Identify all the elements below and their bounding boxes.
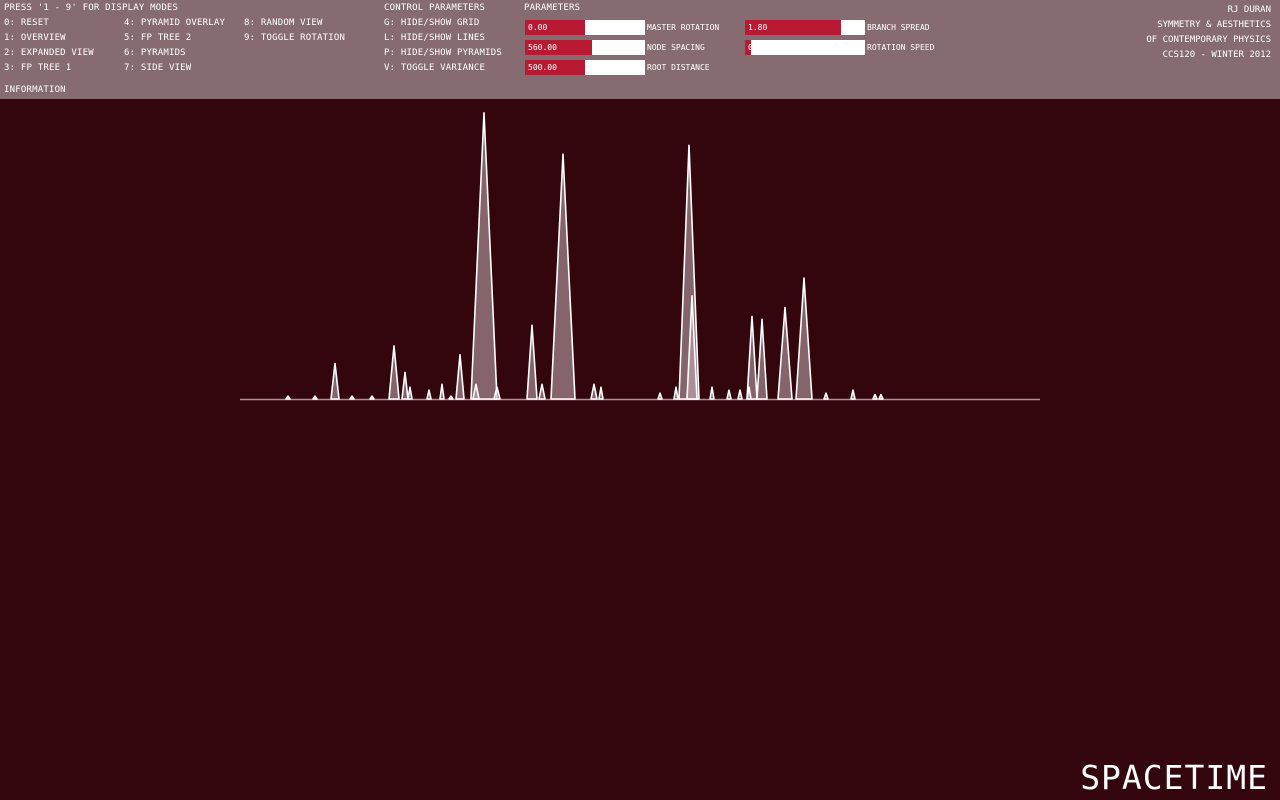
control-parameters-heading: CONTROL PARAMETERS [384,3,486,13]
mode-reset[interactable]: 0: RESET [4,18,49,28]
node-spike [426,389,432,400]
spacetime-visualization[interactable] [0,99,1280,800]
node-spacing-slider[interactable]: 560.00 [525,40,645,55]
node-spike [746,386,752,400]
slider-fill [745,40,751,55]
master-rotation-slider[interactable]: 0.00 [525,20,645,35]
node-spike [756,318,768,400]
node-spike [590,383,598,400]
node-spike [746,315,758,400]
slider-fill [525,60,585,75]
node-spike [598,386,604,400]
node-spike [550,153,576,400]
information-link[interactable]: INFORMATION [4,85,66,95]
root-distance-slider[interactable]: 500.00 [525,60,645,75]
brand-title: SPACETIME [1080,758,1268,797]
node-spike [401,371,409,400]
node-spike [686,294,698,400]
slider-value: 0 [748,43,753,52]
node-spike [330,362,340,400]
credit-term: CCS120 - WINTER 2012 [1162,50,1271,60]
slider-value: 500.00 [528,63,557,72]
control-grid-toggle[interactable]: G: HIDE/SHOW GRID [384,18,480,28]
control-pyramids-toggle[interactable]: P: HIDE/SHOW PYRAMIDS [384,48,502,58]
node-spike [657,392,663,400]
mode-pyramid-overlay[interactable]: 4: PYRAMID OVERLAY [124,18,226,28]
mode-overview[interactable]: 1: OVERVIEW [4,33,66,43]
control-lines-toggle[interactable]: L: HIDE/SHOW LINES [384,33,486,43]
node-spike [388,345,400,400]
slider-fill [525,20,585,35]
control-panel: PRESS '1 - 9' FOR DISPLAY MODES 0: RESET… [0,0,1280,99]
mode-pyramids[interactable]: 6: PYRAMIDS [124,48,186,58]
mode-expanded-view[interactable]: 2: EXPANDED VIEW [4,48,94,58]
credits: RJ DURAN SYMMETRY & AESTHETICS OF CONTEM… [1146,3,1271,63]
node-spike [439,383,445,400]
node-spike [726,389,732,400]
node-spike [493,386,501,400]
node-spike [470,112,498,400]
node-spike [448,395,454,400]
node-spike [673,386,679,400]
node-spike [850,389,856,400]
node-spike [823,392,829,400]
node-spike [709,386,715,400]
node-spike [872,393,878,400]
credit-course-subtitle: OF CONTEMPORARY PHYSICS [1146,35,1271,45]
slider-fill [525,40,593,55]
branch-spread-label: BRANCH SPREAD [867,23,930,32]
node-spike [369,395,375,400]
slider-fill [745,20,841,35]
node-spike [737,389,743,400]
node-spike [795,277,813,400]
mode-random-view[interactable]: 8: RANDOM VIEW [244,18,323,28]
mode-side-view[interactable]: 7: SIDE VIEW [124,63,192,73]
rotation-speed-slider[interactable]: 0 [745,40,865,55]
slider-value: 0.00 [528,23,548,32]
node-spacing-label: NODE SPACING [647,43,705,52]
rotation-speed-label: ROTATION SPEED [867,43,935,52]
node-spike [472,383,480,400]
node-spike [526,324,538,400]
mode-fp-tree-1[interactable]: 3: FP TREE 1 [4,63,72,73]
display-modes-heading: PRESS '1 - 9' FOR DISPLAY MODES [4,3,179,13]
mode-fp-tree-2[interactable]: 5: FP TREE 2 [124,33,192,43]
node-spike [349,395,355,400]
slider-value: 1.80 [748,23,768,32]
node-spike [455,353,465,400]
credit-author: RJ DURAN [1227,5,1271,15]
node-spike [538,383,546,400]
branch-spread-slider[interactable]: 1.80 [745,20,865,35]
mode-toggle-rotation[interactable]: 9: TOGGLE ROTATION [244,33,346,43]
node-spike [407,386,413,400]
root-distance-label: ROOT DISTANCE [647,63,710,72]
node-spike [777,306,793,400]
control-variance-toggle[interactable]: V: TOGGLE VARIANCE [384,63,486,73]
parameters-heading: PARAMETERS [524,3,581,13]
credit-course-title: SYMMETRY & AESTHETICS [1157,20,1271,30]
master-rotation-label: MASTER ROTATION [647,23,720,32]
node-spike [878,393,884,400]
node-spike [312,395,318,400]
node-spike [285,395,291,400]
slider-value: 560.00 [528,43,557,52]
